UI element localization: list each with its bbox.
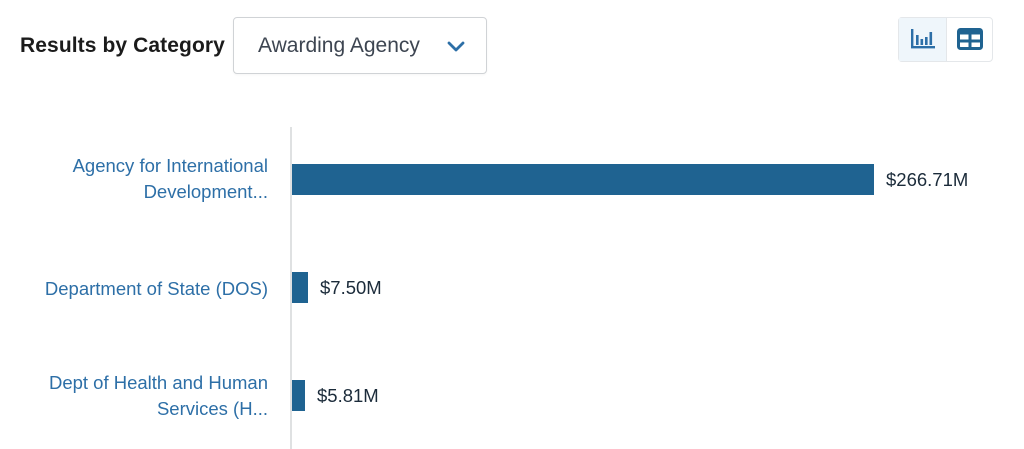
results-by-category-title: Results by Category xyxy=(20,34,225,57)
category-dropdown[interactable]: Awarding Agency xyxy=(233,17,487,74)
bar-chart-icon xyxy=(911,29,935,49)
category-label-line: Services (H... xyxy=(156,398,268,419)
chart-axis-line xyxy=(290,127,292,449)
category-label-line: Agency for International xyxy=(72,155,268,176)
category-label-line: Development... xyxy=(143,181,268,202)
category-label-hhs[interactable]: Dept of Health and Human Services (H... xyxy=(49,370,268,422)
value-label-usaid: $266.71M xyxy=(886,169,969,190)
value-label-dos: $7.50M xyxy=(320,277,382,298)
category-label-line: Department of State (DOS) xyxy=(44,278,268,299)
view-toggle xyxy=(898,17,993,62)
table-icon xyxy=(957,28,983,50)
dropdown-selected-value: Awarding Agency xyxy=(258,34,420,57)
category-label-line: Dept of Health and Human xyxy=(48,372,268,393)
bar-usaid[interactable] xyxy=(292,164,874,195)
table-view-button[interactable] xyxy=(946,18,993,61)
category-label-dos[interactable]: Department of State (DOS) xyxy=(45,276,268,302)
category-label-usaid[interactable]: Agency for International Development... xyxy=(73,153,268,205)
bar-hhs[interactable] xyxy=(292,380,305,411)
chart-view-button[interactable] xyxy=(899,18,947,61)
value-label-hhs: $5.81M xyxy=(317,385,379,406)
chevron-down-icon xyxy=(447,41,465,52)
bar-dos[interactable] xyxy=(292,272,308,303)
